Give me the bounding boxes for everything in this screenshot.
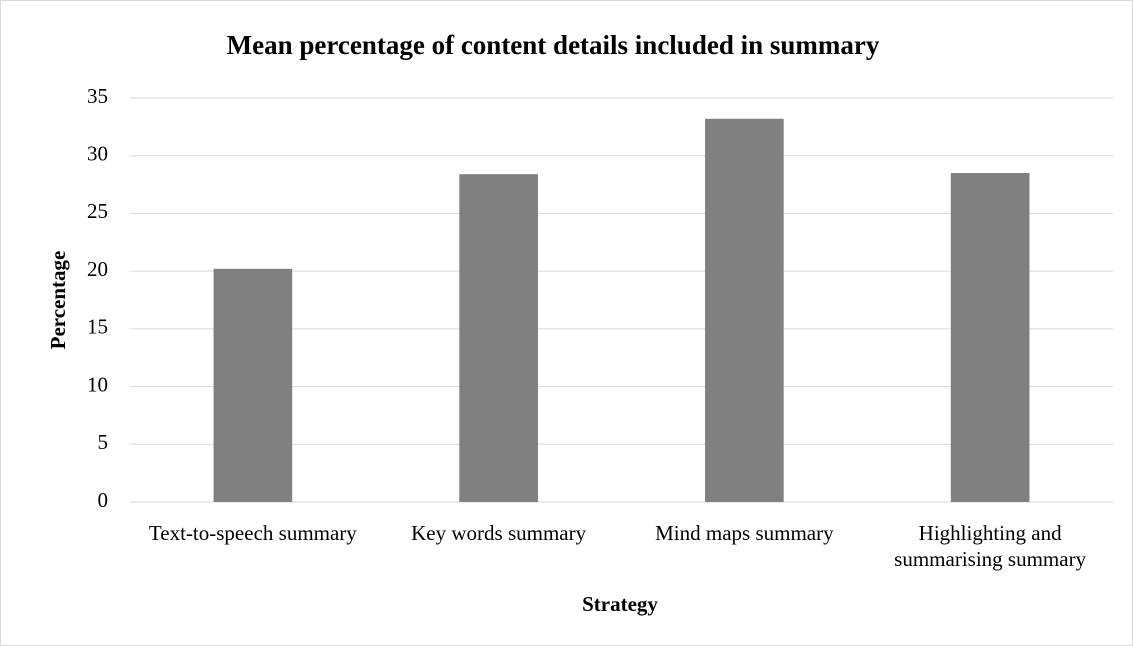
- y-axis-label: Percentage: [46, 251, 70, 350]
- x-tick-label: Key words summary: [411, 521, 587, 545]
- y-tick-label: 30: [87, 142, 108, 166]
- bar: [950, 173, 1030, 502]
- x-tick-label: Highlighting and summarising summary: [894, 521, 1087, 571]
- y-tick-label: 0: [98, 488, 109, 512]
- x-tick-label: Mind maps summary: [655, 521, 834, 545]
- x-tick-label-box: Key words summary: [411, 521, 587, 545]
- bar: [459, 174, 538, 502]
- y-tick-label: 35: [87, 84, 108, 108]
- x-tick-label-box: Text-to-speech summary: [148, 521, 357, 545]
- bar: [213, 268, 293, 502]
- x-tick-label-box: Mind maps summary: [655, 521, 834, 545]
- y-tick-label: 15: [87, 315, 108, 339]
- x-axis-label: Strategy: [582, 592, 658, 616]
- x-tick-label: Text-to-speech summary: [148, 521, 357, 545]
- y-tick-label: 20: [87, 257, 108, 281]
- chart-title: Mean percentage of content details inclu…: [227, 30, 880, 60]
- y-tick-label: 5: [98, 430, 109, 454]
- bar: [705, 118, 784, 502]
- x-tick-label-box: Highlighting and summarising summary: [894, 521, 1087, 571]
- y-tick-label: 25: [87, 199, 108, 223]
- y-tick-label: 10: [87, 372, 108, 396]
